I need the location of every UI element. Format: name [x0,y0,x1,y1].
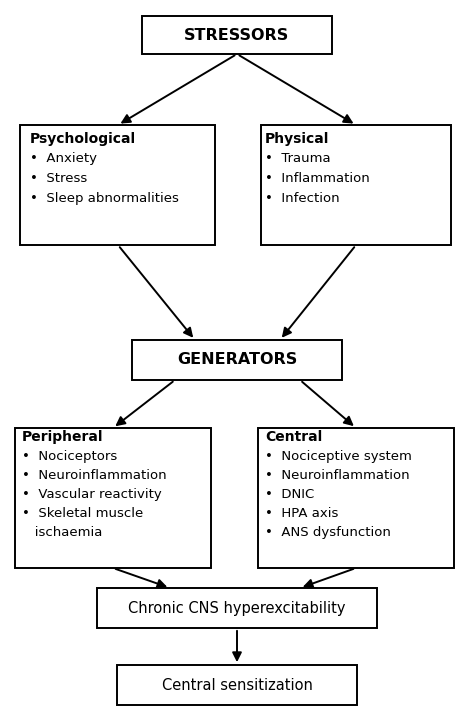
Bar [97,588,377,628]
Text: •  Skeletal muscle: • Skeletal muscle [22,507,143,520]
Text: •  Anxiety: • Anxiety [30,152,97,165]
Text: ischaemia: ischaemia [22,526,102,539]
Text: •  ANS dysfunction: • ANS dysfunction [265,526,391,539]
Text: Physical: Physical [265,132,329,146]
Text: Psychological: Psychological [30,132,136,146]
Text: •  Trauma: • Trauma [265,152,331,165]
Text: •  Neuroinflammation: • Neuroinflammation [22,469,167,482]
Text: •  Stress: • Stress [30,172,87,185]
Text: •  Sleep abnormalities: • Sleep abnormalities [30,192,179,205]
Text: Central sensitization: Central sensitization [162,677,312,692]
Bar [15,428,211,568]
Text: •  Inflammation: • Inflammation [265,172,370,185]
Text: Chronic CNS hyperexcitability: Chronic CNS hyperexcitability [128,600,346,615]
Bar [142,16,332,54]
Text: •  DNIC: • DNIC [265,488,314,501]
Text: •  HPA axis: • HPA axis [265,507,338,520]
Text: STRESSORS: STRESSORS [184,28,290,43]
Bar [117,665,357,705]
Text: •  Vascular reactivity: • Vascular reactivity [22,488,162,501]
Bar [261,125,451,245]
Bar [132,340,342,380]
Text: •  Nociceptors: • Nociceptors [22,450,117,463]
Bar [20,125,216,245]
Text: GENERATORS: GENERATORS [177,352,297,367]
Text: Central: Central [265,430,322,444]
Text: Peripheral: Peripheral [22,430,103,444]
Bar [258,428,454,568]
Text: •  Infection: • Infection [265,192,340,205]
Text: •  Neuroinflammation: • Neuroinflammation [265,469,410,482]
Text: •  Nociceptive system: • Nociceptive system [265,450,412,463]
